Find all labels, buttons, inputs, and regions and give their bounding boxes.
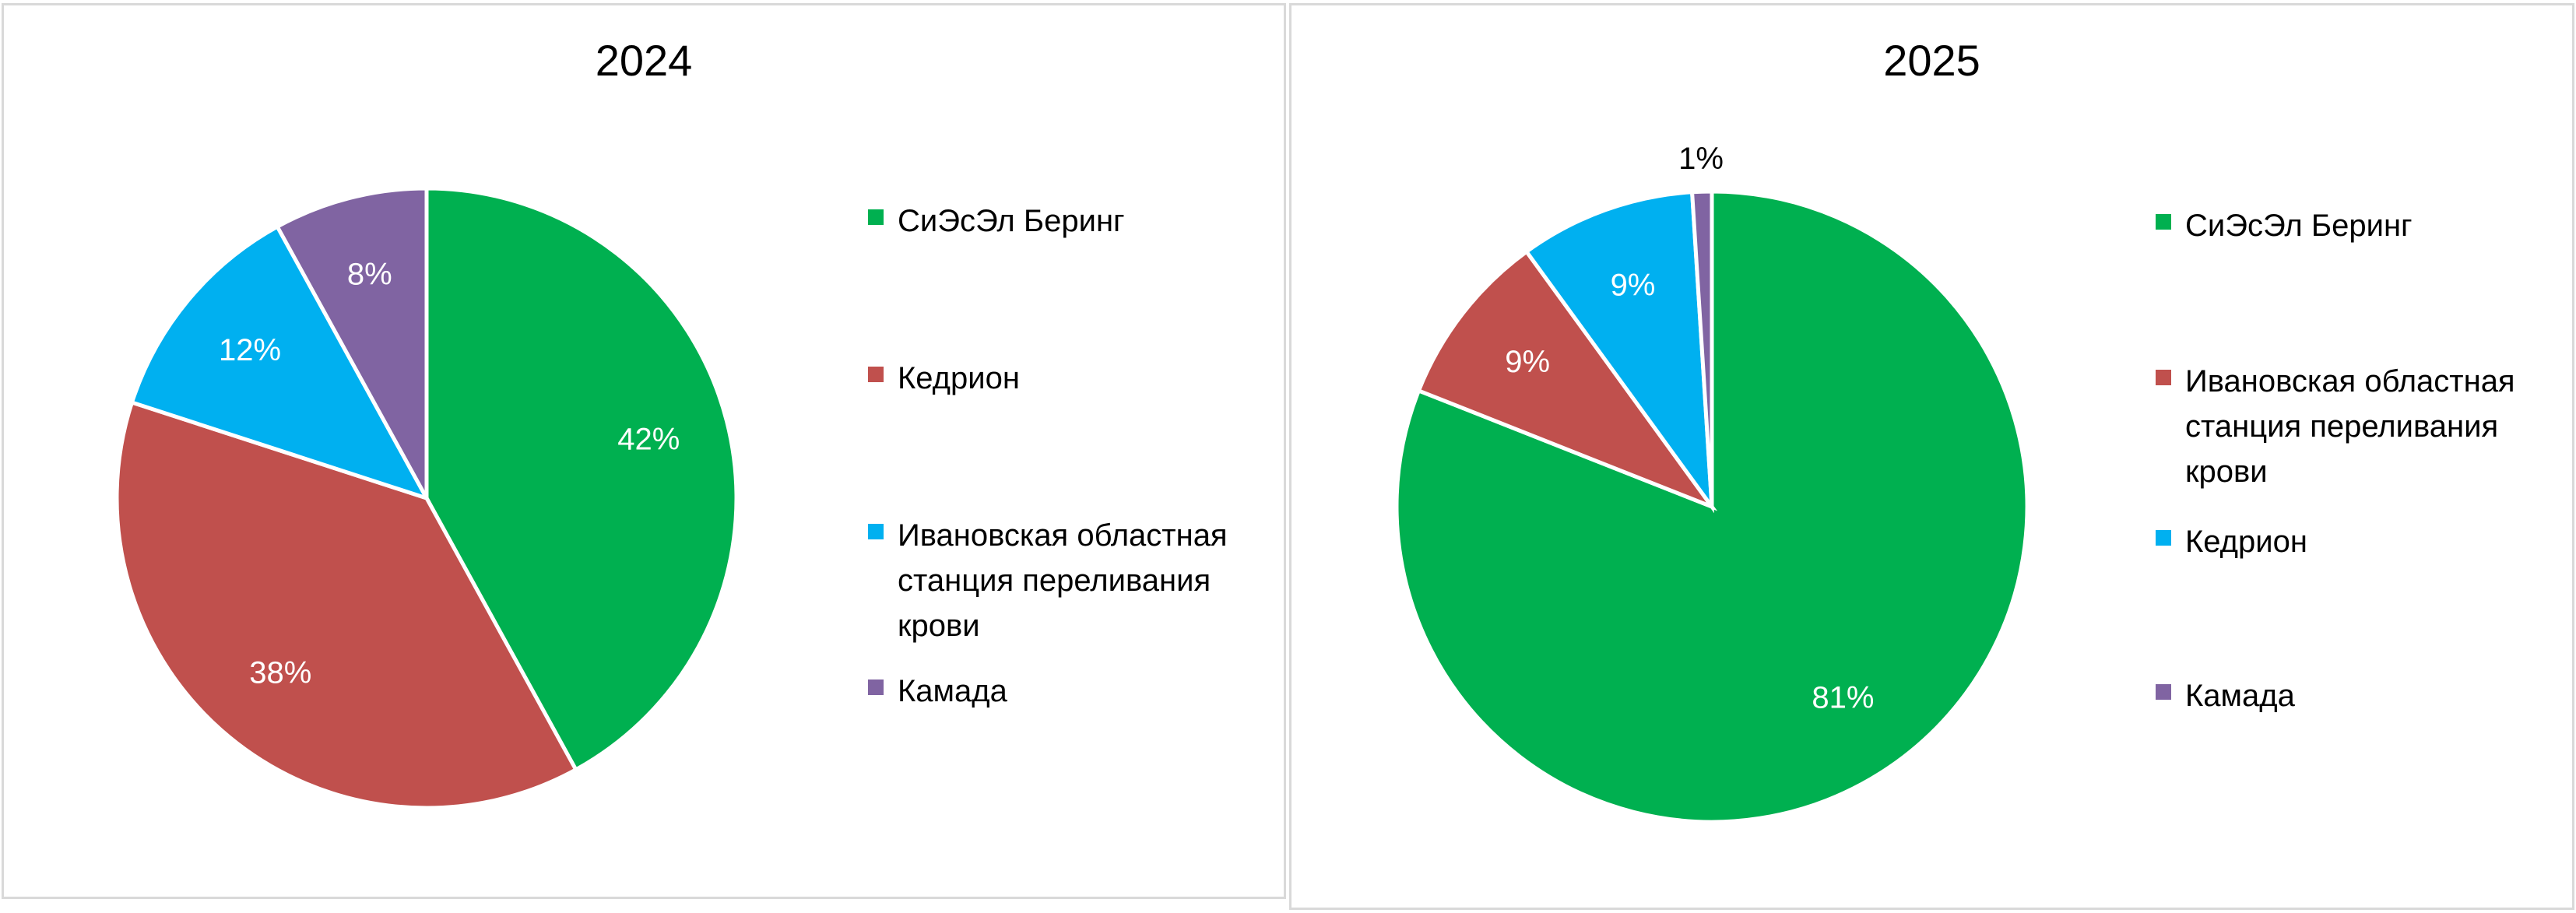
legend-item: СиЭсЭл Беринг bbox=[2156, 203, 2559, 248]
slice-label: 1% bbox=[1678, 142, 1724, 176]
pie-slice bbox=[129, 223, 431, 502]
pie-slice bbox=[424, 186, 739, 773]
legend-item: Ивановская областная станция переливания… bbox=[2156, 359, 2559, 494]
pie-slice bbox=[1416, 248, 1718, 511]
legend-swatch bbox=[868, 679, 884, 695]
legend-label: Ивановская областная станция переливания… bbox=[2185, 364, 2515, 489]
legend-item: Ивановская областная станция переливания… bbox=[868, 513, 1271, 648]
pie-chart-2024: 42% 38% 12% 8% bbox=[114, 186, 739, 810]
slice-label: 42% bbox=[617, 422, 680, 456]
legend-label: СиЭсЭл Беринг bbox=[2185, 209, 2413, 243]
pie-slice bbox=[274, 186, 429, 500]
slice-label: 8% bbox=[347, 257, 392, 291]
legend-label: Кедрион bbox=[2185, 525, 2307, 559]
legend-label: Ивановская областная станция переливания… bbox=[898, 518, 1228, 643]
legend-swatch bbox=[868, 209, 884, 225]
legend-label: Кедрион bbox=[898, 361, 1020, 395]
legend-swatch bbox=[2156, 684, 2171, 700]
chart-title: 2024 bbox=[595, 36, 693, 85]
pie-slice bbox=[1523, 190, 1715, 514]
chart-title: 2025 bbox=[1883, 36, 1980, 85]
legend-swatch bbox=[2156, 370, 2171, 385]
legend-swatch bbox=[868, 367, 884, 382]
legend-swatch bbox=[2156, 214, 2171, 230]
slice-label: 81% bbox=[1812, 680, 1874, 715]
chart-panel-2025: 2025 81% 9% 9% 1% СиЭсЭл Беринг Ивановская … bbox=[1289, 3, 2574, 910]
legend-item: СиЭсЭл Беринг bbox=[868, 198, 1271, 244]
legend-label: Камада bbox=[898, 674, 1007, 708]
legend-item: Кедрион bbox=[2156, 519, 2559, 564]
slice-label: 38% bbox=[249, 655, 311, 690]
pie-slice bbox=[1689, 189, 1714, 507]
legend-item: Камада bbox=[2156, 673, 2559, 718]
legend-item: Камада bbox=[868, 669, 1271, 714]
legend-item: Кедрион bbox=[868, 356, 1271, 401]
slice-label: 12% bbox=[219, 333, 281, 367]
pie-slice bbox=[114, 399, 579, 810]
slice-label: 9% bbox=[1611, 269, 1656, 303]
slice-label: 9% bbox=[1505, 345, 1550, 379]
legend-swatch bbox=[868, 524, 884, 539]
legend-label: СиЭсЭл Беринг bbox=[898, 204, 1125, 238]
legend-swatch bbox=[2156, 530, 2171, 546]
chart-panel-2024: 2024 42% 38% 12% 8% СиЭсЭл Беринг Кедрион И… bbox=[2, 3, 1286, 899]
pie-chart-2025: 81% 9% 9% 1% bbox=[1394, 142, 2030, 824]
legend-label: Камада bbox=[2185, 679, 2295, 713]
